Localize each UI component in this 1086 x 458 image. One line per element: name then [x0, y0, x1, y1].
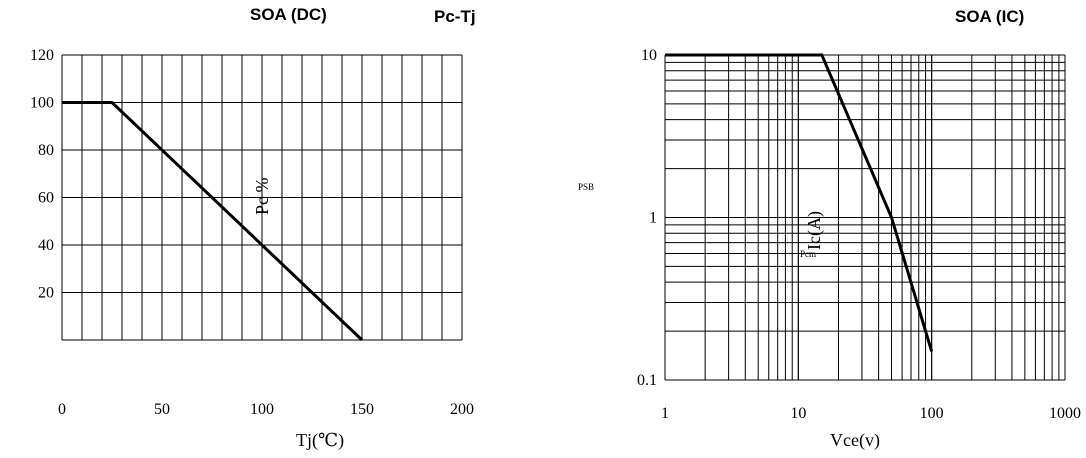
pc-tj-x-tick-label: 100 [250, 401, 274, 418]
title-soa: SOA (DC) [250, 5, 327, 24]
soa-y-ticks: 0.1 1 10 [637, 47, 657, 389]
pc-tj-y-axis-label: Pc % [252, 178, 272, 216]
soa-y-tick-label: 0.1 [637, 372, 657, 389]
soa-y-tick-label: 10 [641, 47, 657, 64]
soa-series [665, 53, 934, 352]
pc-tj-derating-line [62, 101, 364, 342]
pc-tj-x-tick-label: 150 [350, 401, 374, 418]
pc-tj-y-ticks: 20 40 60 80 100 120 [30, 47, 54, 302]
pc-tj-series [62, 101, 364, 342]
soa-x-tick-label: 1 [661, 405, 669, 422]
pc-tj-grid [61, 54, 463, 341]
title-pc-tj: Pc-Tj [434, 7, 476, 26]
soa-x-tick-label: 100 [920, 405, 944, 422]
soa-boundary-line [665, 53, 934, 352]
pc-tj-x-ticks: 0 50 100 150 200 [58, 401, 474, 418]
pc-tj-y-tick-label: 40 [38, 237, 54, 254]
psb-label: PSB [578, 182, 594, 192]
pc-tj-y-tick-label: 80 [38, 142, 54, 159]
soa-y-axis-label: Ic(A) [804, 211, 825, 250]
title-soa-ic: SOA (IC) [955, 7, 1024, 26]
pc-tj-y-tick-label: 100 [30, 95, 54, 112]
pc-tj-y-tick-label: 60 [38, 190, 54, 207]
soa-x-tick-label: 1000 [1049, 405, 1081, 422]
soa-x-tick-label: 10 [790, 405, 806, 422]
soa-x-axis-label: Vce(v) [830, 430, 880, 451]
soa-grid [664, 54, 1066, 381]
pc-tj-x-tick-label: 50 [154, 401, 170, 418]
pc-tj-x-axis-label: Tj(℃) [296, 430, 344, 451]
pc-tj-y-tick-label: 20 [38, 285, 54, 302]
pc-tj-chart: 20 40 60 80 100 120 0 50 100 150 200 Tj(℃) Pc % [30, 47, 474, 451]
soa-y-tick-label: 1 [649, 210, 657, 227]
pc-tj-x-tick-label: 200 [450, 401, 474, 418]
pcm-label: Pcm [800, 249, 816, 259]
pc-tj-y-tick-label: 120 [30, 47, 54, 64]
soa-x-ticks: 1 10 100 1000 [661, 405, 1081, 422]
pc-tj-x-tick-label: 0 [58, 401, 66, 418]
